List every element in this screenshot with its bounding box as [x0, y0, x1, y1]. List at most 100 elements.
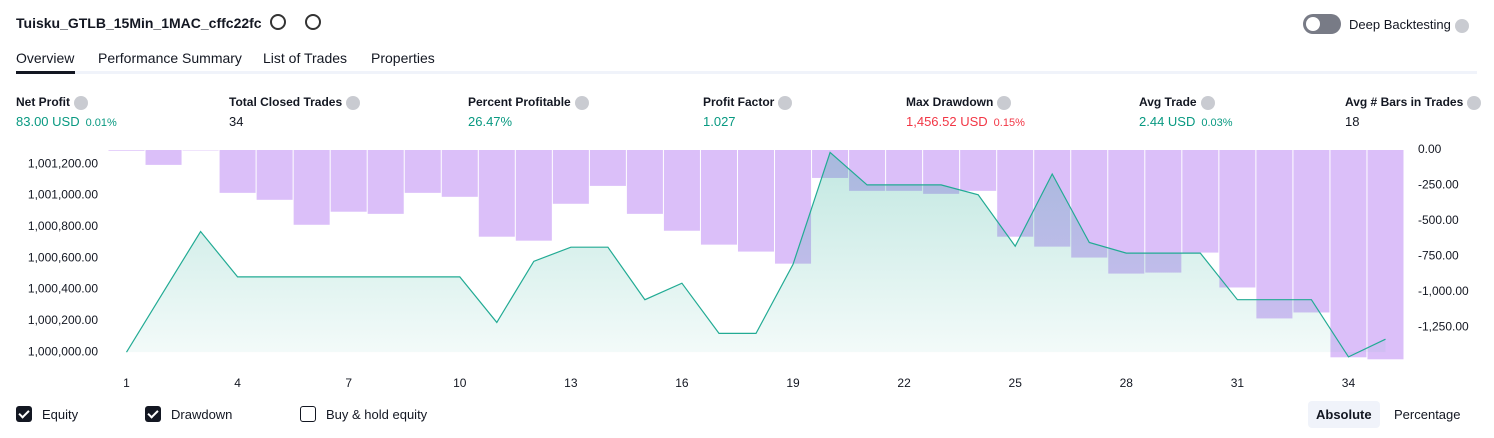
x-tick-label: 7 [345, 376, 352, 390]
metric-label-text: Avg Trade [1139, 95, 1197, 109]
metric-value: 1,456.52 USD 0.15% [906, 114, 1025, 129]
metric-value-text: 26.47% [468, 114, 513, 129]
tab-indicator [16, 71, 75, 74]
legend-item[interactable]: Drawdown [145, 406, 232, 422]
drawdown-bar [1145, 150, 1182, 273]
y2-tick-label: -500.00 [1418, 213, 1459, 227]
metric-value-text: 83.00 USD [16, 114, 80, 129]
y2-tick-label: -1,250.00 [1418, 320, 1469, 334]
x-tick-label: 22 [897, 376, 911, 390]
equity-line [125, 151, 1386, 358]
metric-value-text: 34 [229, 114, 244, 129]
legend-item[interactable]: Equity [16, 406, 78, 422]
metric-label-text: Net Profit [16, 95, 70, 109]
metric-label: Profit Factor [703, 95, 793, 110]
tab[interactable]: List of Trades [263, 50, 348, 66]
x-tick-label: 25 [1009, 376, 1023, 390]
drawdown-bar [515, 150, 552, 241]
metric-label: Percent Profitable [468, 95, 589, 110]
drawdown-bar [1293, 150, 1330, 313]
x-tick-label: 31 [1231, 376, 1245, 390]
drawdown-bar [256, 150, 293, 200]
metric-value: 1.027 [703, 114, 736, 129]
drawdown-bar [552, 150, 589, 204]
y2-tick-label: -1,000.00 [1418, 284, 1469, 298]
drawdown-bar [1182, 150, 1219, 253]
metric-value: 34 [229, 114, 243, 129]
drawdown-bar [293, 150, 330, 225]
metric-label: Net Profit [16, 95, 88, 110]
mode-button[interactable]: Percentage [1394, 407, 1461, 422]
equity-area [126, 152, 1386, 357]
drawdown-bar [589, 150, 626, 186]
x-tick-label: 1 [123, 376, 130, 390]
deep-text: Deep Backtesting [1349, 17, 1451, 32]
checkbox[interactable] [16, 406, 32, 422]
x-tick-label: 16 [675, 376, 689, 390]
metric-label: Max Drawdown [906, 95, 1012, 110]
deep-toggle[interactable] [1303, 14, 1341, 34]
tab[interactable]: Properties [371, 50, 435, 66]
legend-label: Drawdown [171, 406, 233, 422]
drawdown-bar [663, 150, 700, 231]
mode-button[interactable]: Absolute [1308, 401, 1380, 428]
y-tick-label: 1,000,000.00 [28, 344, 98, 358]
metric-label: Total Closed Trades [229, 95, 361, 110]
metric-pct: 0.01% [85, 117, 117, 129]
y-tick-label: 1,000,400.00 [28, 282, 98, 296]
drawdown-bar [1219, 150, 1256, 288]
metric-label-text: Percent Profitable [468, 95, 571, 109]
metric-pct: 0.03% [1201, 117, 1233, 129]
drawdown-bar [1330, 150, 1367, 358]
help-icon[interactable] [1467, 95, 1482, 110]
settings-icon[interactable] [270, 14, 286, 30]
metric-value-text: 1.027 [703, 114, 736, 129]
drawdown-bar [626, 150, 663, 214]
metric-label-text: Max Drawdown [906, 95, 994, 109]
tab[interactable]: Performance Summary [98, 50, 242, 66]
y2-tick-label: -750.00 [1418, 249, 1459, 263]
legend-item[interactable]: Buy & hold equity [300, 406, 427, 422]
y-tick-label: 1,001,000.00 [28, 188, 98, 202]
help-icon[interactable] [1454, 18, 1469, 33]
legend-label: Buy & hold equity [326, 406, 428, 422]
drawdown-bar [219, 150, 256, 193]
x-tick-label: 19 [786, 376, 800, 390]
drawdown-bar [478, 150, 515, 237]
metric-label: Avg Trade [1139, 95, 1215, 110]
checkbox[interactable] [300, 406, 316, 422]
tab[interactable]: Overview [16, 50, 75, 66]
x-tick-label: 34 [1342, 376, 1356, 390]
x-tick-label: 10 [453, 376, 467, 390]
metric-label-text: Avg # Bars in Trades [1345, 95, 1464, 109]
strategy-title: Tuisku_GTLB_15Min_1MAC_cffc22fc [16, 15, 262, 31]
drawdown-bar [737, 150, 775, 252]
drawdown-bar [886, 150, 923, 191]
help-icon[interactable] [74, 95, 88, 110]
y2-tick-label: 0.00 [1418, 142, 1442, 156]
help-icon[interactable] [997, 95, 1012, 110]
help-icon[interactable] [574, 95, 589, 110]
help-icon[interactable] [778, 95, 793, 110]
drawdown-bar [960, 150, 997, 191]
tab-divider [16, 71, 1477, 74]
x-tick-label: 13 [564, 376, 578, 390]
metric-label-text: Profit Factor [703, 95, 775, 109]
chart: 1,000,000.00 1,000,200.00 1,000,400.00 1,00… [28, 142, 1469, 390]
metric-value: 83.00 USD 0.01% [16, 114, 117, 129]
y-tick-label: 1,000,800.00 [28, 219, 98, 233]
drawdown-bar [1367, 150, 1404, 360]
y-tick-label: 1,000,200.00 [28, 313, 98, 327]
alert-icon[interactable] [305, 14, 321, 30]
drawdown-bar [367, 150, 404, 214]
drawdown-bar [108, 150, 145, 151]
help-icon[interactable] [346, 95, 361, 110]
metric-value: 2.44 USD 0.03% [1139, 114, 1233, 129]
checkbox[interactable] [145, 406, 161, 422]
metric-value-text: 18 [1345, 114, 1360, 129]
y-tick-label: 1,001,200.00 [28, 156, 98, 170]
legend-label: Equity [42, 406, 79, 422]
help-icon[interactable] [1200, 95, 1215, 110]
metric-pct: 0.15% [993, 117, 1025, 129]
